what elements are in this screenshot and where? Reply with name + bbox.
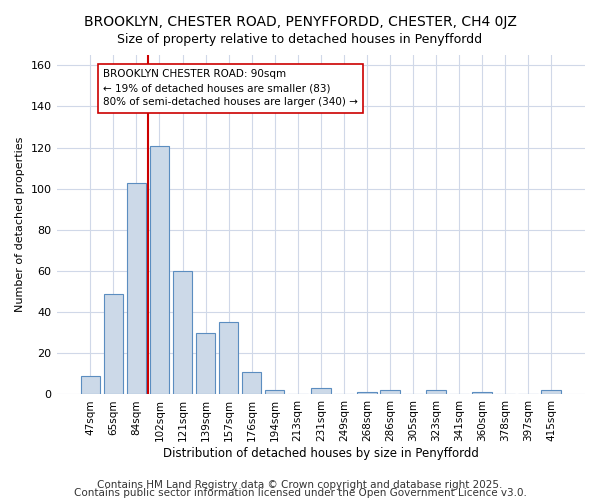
Bar [242, 372, 262, 394]
Bar [311, 388, 331, 394]
Text: BROOKLYN, CHESTER ROAD, PENYFFORDD, CHESTER, CH4 0JZ: BROOKLYN, CHESTER ROAD, PENYFFORDD, CHES… [83, 15, 517, 29]
Text: Contains public sector information licensed under the Open Government Licence v3: Contains public sector information licen… [74, 488, 526, 498]
Bar [265, 390, 284, 394]
Bar [357, 392, 377, 394]
Bar [380, 390, 400, 394]
Bar [127, 182, 146, 394]
Bar [149, 146, 169, 394]
Bar [104, 294, 123, 394]
Text: Contains HM Land Registry data © Crown copyright and database right 2025.: Contains HM Land Registry data © Crown c… [97, 480, 503, 490]
Text: BROOKLYN CHESTER ROAD: 90sqm
← 19% of detached houses are smaller (83)
80% of se: BROOKLYN CHESTER ROAD: 90sqm ← 19% of de… [103, 70, 358, 108]
Bar [173, 271, 193, 394]
Bar [541, 390, 561, 394]
Y-axis label: Number of detached properties: Number of detached properties [15, 137, 25, 312]
Bar [472, 392, 492, 394]
X-axis label: Distribution of detached houses by size in Penyffordd: Distribution of detached houses by size … [163, 447, 479, 460]
Bar [80, 376, 100, 394]
Text: Size of property relative to detached houses in Penyffordd: Size of property relative to detached ho… [118, 32, 482, 46]
Bar [196, 332, 215, 394]
Bar [219, 322, 238, 394]
Bar [426, 390, 446, 394]
